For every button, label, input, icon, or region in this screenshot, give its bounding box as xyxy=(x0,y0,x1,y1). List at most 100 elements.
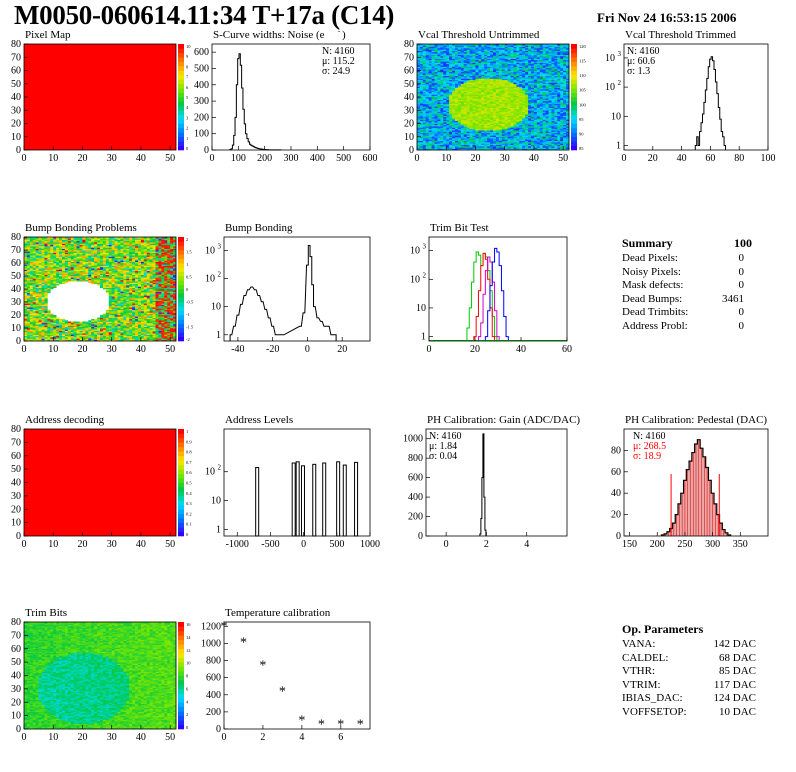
stats-line: μ: 1.84 xyxy=(429,441,457,452)
z-tick-label: -1.5 xyxy=(186,325,194,330)
x-tick-label: -1000 xyxy=(226,539,249,550)
z-tick-label: 0.7 xyxy=(186,460,192,465)
summary-row-label: Dead Pixels: xyxy=(622,252,678,264)
x-tick-label: 250 xyxy=(677,539,692,550)
op-param-label: VTRIM: xyxy=(622,678,661,691)
y-tick-label: 80 xyxy=(11,232,21,243)
z-palette-bar xyxy=(178,429,184,537)
z-tick-label: 0.6 xyxy=(186,470,192,475)
y-tick-label: 0 xyxy=(418,531,423,542)
z-tick-label: 10 xyxy=(186,661,191,666)
z-tick-label: 0 xyxy=(186,725,189,730)
y-tick-label: 40 xyxy=(404,92,414,103)
summary-row-value: 0 xyxy=(738,252,745,264)
chart-title-close: ) xyxy=(342,29,346,41)
y-tick-label: 600 xyxy=(206,673,221,684)
chart-ph-gain: PH Calibration: Gain (ADC/DAC) N: 4160μ: … xyxy=(403,414,580,550)
z-palette-bar xyxy=(571,44,577,151)
y-tick-label: 10 xyxy=(404,132,414,143)
y-tick-label: 1000 xyxy=(201,638,221,649)
x-tick-label: 10 xyxy=(48,344,58,355)
op-param-value: 117 DAC xyxy=(713,678,756,691)
y-tick-label: 50 xyxy=(404,79,414,90)
stats-line: N: 4160 xyxy=(627,46,660,57)
y-tick-label: 60 xyxy=(611,467,621,478)
x-tick-label: 600 xyxy=(363,153,378,164)
x-tick-label: 2 xyxy=(484,539,489,550)
chart-title: PH Calibration: Gain (ADC/DAC) xyxy=(427,414,580,426)
y-tick-label: 10 xyxy=(11,132,21,143)
y-tick-exponent: 2 xyxy=(218,271,222,279)
z-tick-label: 14 xyxy=(186,635,191,640)
y-tick-label: 10 xyxy=(205,467,215,478)
y-tick-label: 0 xyxy=(16,336,21,347)
histogram-bar xyxy=(312,463,317,537)
x-tick-label: 500 xyxy=(329,539,344,550)
y-tick-label: 20 xyxy=(11,504,21,515)
x-tick-label: 60 xyxy=(705,153,715,164)
z-tick-label: 0 xyxy=(186,532,189,537)
y-tick-label: 10 xyxy=(410,274,420,285)
plot-frame xyxy=(223,621,371,730)
z-tick-label: 90 xyxy=(579,131,584,136)
summary-row-value: 0 xyxy=(738,306,745,318)
trim-series xyxy=(484,247,509,341)
summary-row-label: Noisy Pixels: xyxy=(622,265,681,278)
page-title: M0050-060614.11:34 T+17a (C14) xyxy=(14,0,395,30)
x-tick-label: 100 xyxy=(761,153,776,164)
y-tick-label: 40 xyxy=(11,671,21,682)
chart-title: Address decoding xyxy=(25,414,105,426)
x-tick-label: -500 xyxy=(261,539,279,550)
stats-line: μ: 115.2 xyxy=(322,56,355,67)
y-tick-label: 80 xyxy=(611,445,621,456)
x-tick-label: 300 xyxy=(284,153,299,164)
heatmap-cells xyxy=(417,44,570,151)
x-tick-label: 0 xyxy=(22,732,27,743)
z-tick-label: 0.8 xyxy=(186,450,192,455)
z-tick-label: 0 xyxy=(186,146,189,151)
stats-line: σ: 1.3 xyxy=(627,66,650,77)
stats-line: σ: 0.04 xyxy=(429,451,457,462)
y-tick-label: 50 xyxy=(11,464,21,475)
x-tick-label: 30 xyxy=(107,344,117,355)
z-tick-label: 1 xyxy=(186,136,188,141)
y-tick-label: 60 xyxy=(11,451,21,462)
y-tick-label: 0 xyxy=(409,145,414,156)
y-tick-exponent: 2 xyxy=(423,271,427,279)
y-tick-label: 60 xyxy=(11,644,21,655)
x-tick-label: 0 xyxy=(444,539,449,550)
y-tick-label: 300 xyxy=(194,96,209,107)
y-tick-label: 1 xyxy=(616,140,621,151)
chart-title: Vcal Threshold Trimmed xyxy=(625,29,737,41)
histogram-series xyxy=(694,56,727,150)
y-tick-label: 200 xyxy=(194,112,209,123)
x-tick-label: 4 xyxy=(524,539,529,550)
y-tick-label: 40 xyxy=(611,488,621,499)
y-tick-label: 10 xyxy=(11,323,21,334)
z-tick-label: 1.5 xyxy=(186,250,192,255)
z-tick-label: 0.9 xyxy=(186,439,192,444)
z-tick-label: 95 xyxy=(579,117,584,122)
x-tick-label: 200 xyxy=(257,153,272,164)
x-tick-label: 40 xyxy=(516,344,526,355)
x-tick-label: 40 xyxy=(136,539,146,550)
x-tick-label: 50 xyxy=(558,153,568,164)
stats-line: N: 4160 xyxy=(633,431,666,442)
op-param-value: 142 DAC xyxy=(713,638,756,650)
z-palette-bar xyxy=(178,622,184,730)
timestamp: Fri Nov 24 16:53:15 2006 xyxy=(597,10,737,25)
z-tick-label: 0.1 xyxy=(186,522,192,527)
z-tick-label: 105 xyxy=(579,88,587,93)
heatmap-cells xyxy=(24,44,176,150)
histogram-bar xyxy=(255,467,260,537)
z-tick-label: 0.5 xyxy=(186,481,192,486)
z-tick-label: 1 xyxy=(186,262,188,267)
z-tick-label: 8 xyxy=(186,64,189,69)
plot-frame xyxy=(223,428,371,537)
y-tick-label: 60 xyxy=(11,66,21,77)
x-tick-label: 500 xyxy=(336,153,351,164)
